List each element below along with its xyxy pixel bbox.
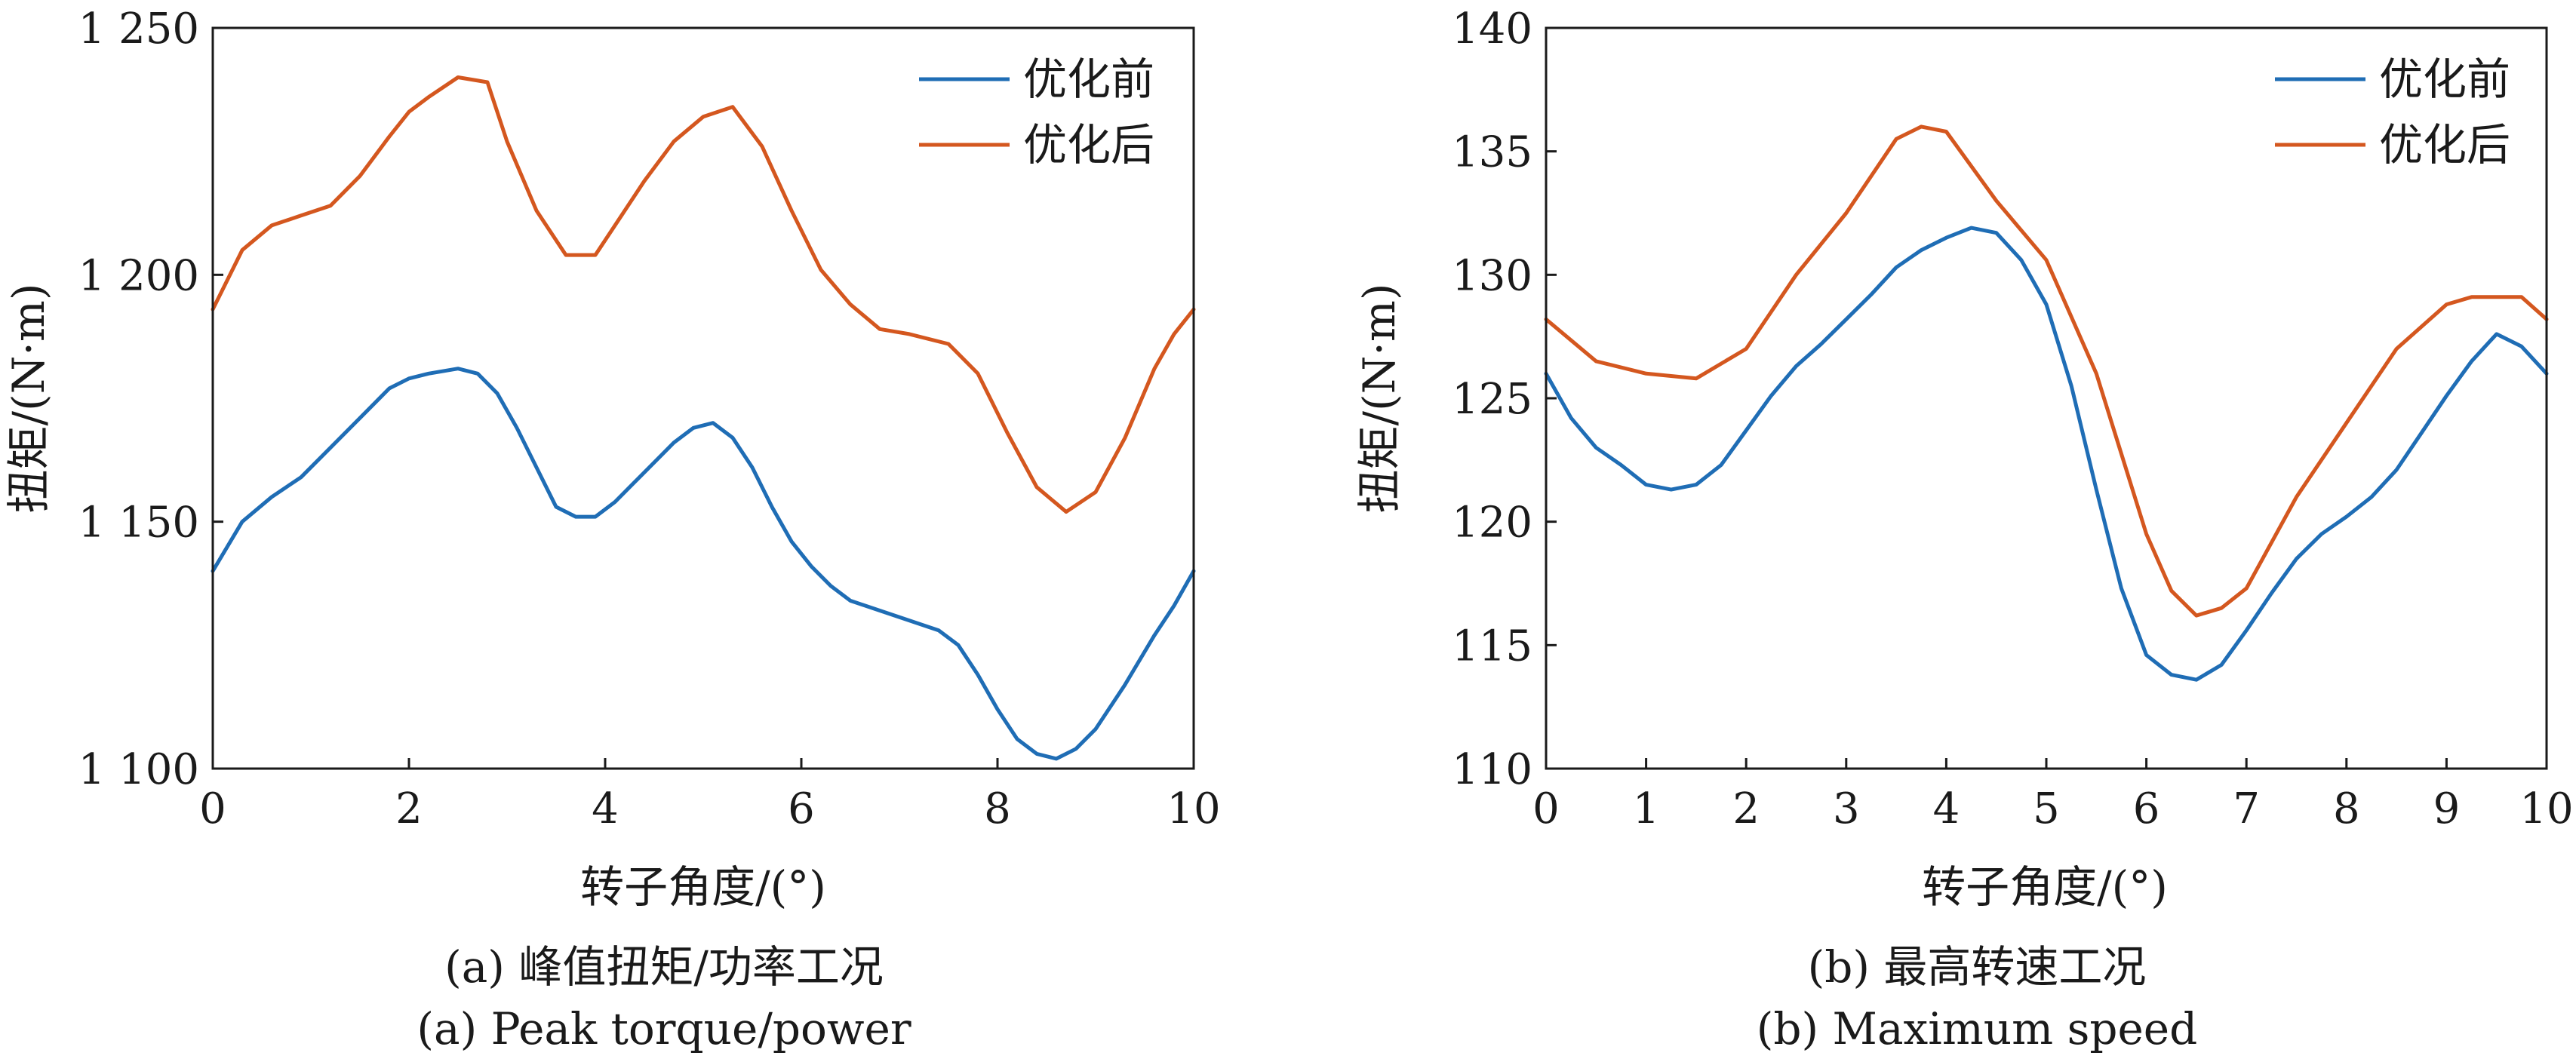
x-tick-label: 10 [1167, 784, 1220, 833]
legend-label-before: 优化前 [2379, 54, 2510, 105]
y-tick-label: 135 [1452, 128, 1532, 177]
panel-b-y-axis-label: 扭矩/(N·m) [1354, 284, 1405, 514]
legend-label-after: 优化后 [2379, 119, 2510, 170]
x-tick-label: 6 [788, 784, 815, 833]
panel-b-x-axis-label: 转子角度/(°) [1922, 861, 2168, 913]
x-tick-label: 1 [1633, 784, 1660, 833]
x-tick-label: 7 [2233, 784, 2260, 833]
panel-a-y-axis-label: 扭矩/(N·m) [3, 284, 54, 514]
x-tick-label: 2 [1732, 784, 1760, 833]
y-tick-label: 1 150 [78, 499, 199, 548]
y-tick-label: 1 100 [78, 745, 199, 794]
x-tick-label: 8 [2333, 784, 2360, 833]
y-tick-label: 125 [1452, 375, 1532, 424]
panel-a-series-line-after [211, 75, 1196, 514]
y-tick-label: 1 200 [78, 251, 199, 300]
panel-b-series-lines [1544, 124, 2549, 682]
legend-label-after: 优化后 [1023, 119, 1154, 170]
panel-a-caption-en: (a) Peak torque/power [417, 1003, 911, 1054]
panel-b: 0 1 2 3 4 5 6 7 8 9 10 110 115 120 125 130 135 140 优化前优化… [1354, 5, 2574, 1054]
x-tick-label: 3 [1833, 784, 1860, 833]
x-tick-label: 4 [1933, 784, 1960, 833]
panel-a-plot-frame [211, 26, 1195, 770]
x-tick-label: 8 [984, 784, 1011, 833]
panel-a-x-axis-label: 转子角度/(°) [580, 861, 826, 913]
x-tick-label: 5 [2033, 784, 2060, 833]
x-tick-label: 9 [2433, 784, 2461, 833]
panel-b-y-ticks: 110 115 120 125 130 135 140 [1452, 5, 1557, 794]
x-tick-label: 4 [592, 784, 619, 833]
panel-a-y-ticks: 1 100 1 150 1 200 1 250 [78, 5, 223, 794]
x-tick-label: 2 [395, 784, 423, 833]
y-tick-label: 120 [1452, 499, 1532, 548]
y-tick-label: 140 [1452, 5, 1532, 54]
panel-a-series-lines [211, 75, 1196, 761]
panel-b-caption-cn: (b) 最高转速工况 [1808, 941, 2147, 993]
panel-b-series-line-before [1544, 226, 2549, 682]
legend-label-before: 优化前 [1023, 54, 1154, 105]
y-tick-label: 130 [1452, 251, 1532, 300]
x-tick-label: 10 [2519, 784, 2573, 833]
x-tick-label: 6 [2133, 784, 2160, 833]
x-tick-label: 0 [199, 784, 226, 833]
panel-b-series-line-after [1544, 124, 2549, 618]
x-tick-label: 0 [1532, 784, 1560, 833]
panel-b-caption-en: (b) Maximum speed [1757, 1003, 2198, 1054]
panel-b-x-ticks: 0 1 2 3 4 5 6 7 8 9 10 [1532, 758, 2574, 833]
panel-a-series-line-before [211, 367, 1196, 761]
y-tick-label: 110 [1452, 745, 1532, 794]
y-tick-label: 1 250 [78, 5, 199, 54]
panel-a-x-ticks: 0 2 4 6 8 10 [199, 758, 1221, 833]
y-tick-label: 115 [1452, 622, 1532, 671]
panel-a-caption-cn: (a) 峰值扭矩/功率工况 [444, 941, 884, 993]
